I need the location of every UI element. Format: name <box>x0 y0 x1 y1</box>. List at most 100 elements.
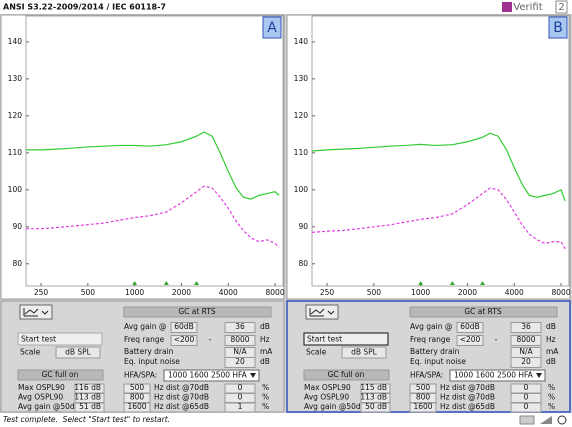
dist-unit: % <box>262 402 269 411</box>
hfa-label: HFA/SPA: <box>124 371 157 380</box>
x-tick-label: 4000 <box>505 288 524 297</box>
dist-label: Hz dist @70dB <box>154 383 209 392</box>
field-box <box>17 332 103 346</box>
field: N/A <box>519 347 533 356</box>
field-box <box>449 369 546 382</box>
chart-label-box <box>548 16 568 39</box>
field-box <box>409 402 437 413</box>
field-box <box>456 322 484 333</box>
section-header: GC full on <box>42 370 79 379</box>
row-label: Max OSPL90 <box>18 383 65 392</box>
curve <box>26 131 280 200</box>
graph-icon <box>23 308 39 317</box>
field: dB <box>260 357 270 366</box>
hfa-marker <box>449 281 455 285</box>
select-arrow <box>536 373 542 378</box>
field: Eq. input noise <box>124 357 180 366</box>
dist-freq: 800 <box>416 393 431 402</box>
row-value: 116 dB <box>74 383 101 392</box>
field-box <box>123 306 272 318</box>
field: 60dB <box>174 322 193 331</box>
field-box <box>55 346 101 359</box>
logo-box <box>555 0 568 14</box>
section-header: GC at RTS <box>178 307 216 316</box>
dist-value: 0 <box>238 383 243 392</box>
chart-label: A <box>267 20 277 36</box>
x-tick-label: 2000 <box>172 288 191 297</box>
x-tick-label: 4000 <box>219 288 238 297</box>
dist-label: Hz dist @65dB <box>440 402 495 411</box>
field-box <box>510 335 542 346</box>
hfa-marker <box>418 281 424 285</box>
power-icon <box>557 415 567 425</box>
plot-area <box>311 15 570 287</box>
start-test-button: Start test <box>307 335 342 344</box>
dist-unit: % <box>548 393 555 402</box>
y-tick-label: 100 <box>8 185 23 194</box>
curve <box>311 132 566 202</box>
field: 20 <box>235 357 245 366</box>
field-box <box>360 402 391 413</box>
y-tick-label: 120 <box>294 111 309 120</box>
select-arrow <box>250 373 256 378</box>
dist-label: Hz dist @70dB <box>440 383 495 392</box>
hfa-marker <box>132 281 138 285</box>
title-bar <box>0 0 572 14</box>
chart-label: B <box>553 20 563 36</box>
field-box <box>170 322 198 333</box>
field: Hz <box>260 335 270 344</box>
field-box <box>224 335 256 346</box>
status-icon <box>519 415 535 425</box>
field-box <box>123 402 151 413</box>
scale-value: dB SPL <box>351 348 378 357</box>
field-box <box>17 369 104 381</box>
row-label: Max OSPL90 <box>304 383 351 392</box>
scale-label: Scale <box>20 348 41 357</box>
dist-freq: 500 <box>416 383 431 392</box>
hfa-marker <box>480 281 486 285</box>
field-box <box>163 369 260 382</box>
dropdown-arrow <box>41 310 49 315</box>
dist-label: Hz dist @65dB <box>154 402 209 411</box>
chart-label-box <box>262 16 282 39</box>
field-box <box>224 402 256 413</box>
dropdown-arrow <box>327 310 335 315</box>
field: Avg gain @ <box>410 322 452 331</box>
row-label: Avg gain @50dB <box>304 402 366 411</box>
dist-unit: % <box>262 393 269 402</box>
y-tick-label: 110 <box>8 148 23 157</box>
dist-label: Hz dist @70dB <box>440 393 495 402</box>
dist-freq: 1600 <box>413 402 432 411</box>
row-value: 50 dB <box>365 402 387 411</box>
y-tick-label: 80 <box>12 259 22 268</box>
dist-value: 1 <box>238 402 243 411</box>
field: 8000 <box>230 335 249 344</box>
field: N/A <box>233 347 247 356</box>
field: 20 <box>521 357 531 366</box>
dist-unit: % <box>262 383 269 392</box>
y-tick-label: 130 <box>294 74 309 83</box>
hfa-label: HFA/SPA: <box>410 371 443 380</box>
field-box <box>74 402 105 413</box>
row-value: 51 dB <box>79 402 101 411</box>
field: Eq. input noise <box>410 357 466 366</box>
row-label: Avg OSPL90 <box>304 393 349 402</box>
x-tick-label: 1000 <box>125 288 144 297</box>
field: dB <box>546 357 556 366</box>
field: - <box>495 335 498 344</box>
y-tick-label: 110 <box>294 148 309 157</box>
field-box <box>170 335 198 346</box>
field: 60dB <box>460 322 479 331</box>
logo-icon <box>502 2 512 12</box>
dist-value: 0 <box>524 383 529 392</box>
status-text: Test complete. Select "Start test" to re… <box>3 415 170 424</box>
section-header: GC at RTS <box>464 307 502 316</box>
field-box <box>510 402 542 413</box>
field-box <box>303 332 389 346</box>
field: dB <box>546 322 556 331</box>
plot-area <box>25 15 284 287</box>
hfa-select: 1000 1600 2500 HFA <box>454 371 534 380</box>
hfa-select: 1000 1600 2500 HFA <box>168 371 248 380</box>
field: Battery drain <box>124 347 174 356</box>
